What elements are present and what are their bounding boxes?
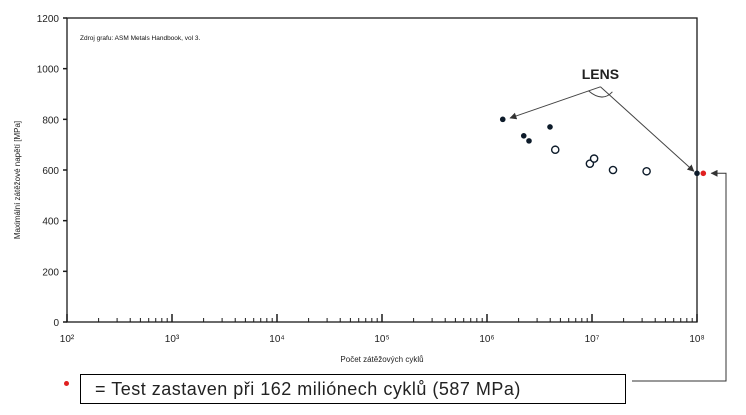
plot-frame xyxy=(66,17,698,323)
data-point-filled xyxy=(520,133,527,139)
data-point-filled xyxy=(499,116,506,123)
annotation-lens: LENS xyxy=(582,66,619,82)
y-tick-label: 800 xyxy=(42,115,59,126)
x-tick-label: 10⁷ xyxy=(585,334,600,345)
y-tick-label: 400 xyxy=(42,217,59,228)
data-point-open xyxy=(608,165,618,175)
x-tick-label: 10⁴ xyxy=(269,334,284,345)
caption-connector xyxy=(632,169,727,382)
data-point-open xyxy=(642,166,651,176)
legend-caption: = Test zastaven při 162 miliónech cyklů … xyxy=(95,379,521,399)
data-point-filled xyxy=(694,170,700,177)
y-axis-label: Maximální zátěžové napětí [MPa] xyxy=(13,121,22,239)
x-tick-label: 10⁸ xyxy=(689,334,704,345)
x-axis-label: Počet zátěžových cyklů xyxy=(340,355,423,364)
axes-layer: 0 200 400 600 800 1000 1200 10² 10³ 10⁴ 10⁵ 10⁶ 10⁷ 1… xyxy=(13,14,705,364)
annotation-arrow xyxy=(600,86,695,172)
data-point-open xyxy=(550,145,560,155)
y-tick-label: 1000 xyxy=(37,65,60,76)
x-tick-label: 10⁶ xyxy=(479,334,494,345)
x-tick-label: 10⁵ xyxy=(374,334,389,345)
annotation-arrow xyxy=(509,86,601,120)
caption-red-marker xyxy=(64,381,69,386)
annotation-layer: LENS xyxy=(509,66,727,382)
y-tick-label: 1200 xyxy=(37,14,60,25)
data-point-filled xyxy=(547,124,553,130)
points-layer xyxy=(499,116,707,177)
data-point-red xyxy=(700,170,707,177)
source-note: Zdroj grafu: ASM Metals Handbook, vol 3. xyxy=(80,35,201,42)
y-tick-label: 200 xyxy=(42,267,59,278)
legend-caption-box: = Test zastaven při 162 miliónech cyklů … xyxy=(80,374,626,404)
data-point-filled xyxy=(526,138,532,144)
y-tick-label: 600 xyxy=(42,166,59,177)
annotation-arc xyxy=(588,90,613,98)
data-point-open xyxy=(589,154,599,163)
x-tick-label: 10³ xyxy=(165,334,180,345)
x-tick-label: 10² xyxy=(60,334,75,345)
y-tick-label: 0 xyxy=(53,318,59,329)
